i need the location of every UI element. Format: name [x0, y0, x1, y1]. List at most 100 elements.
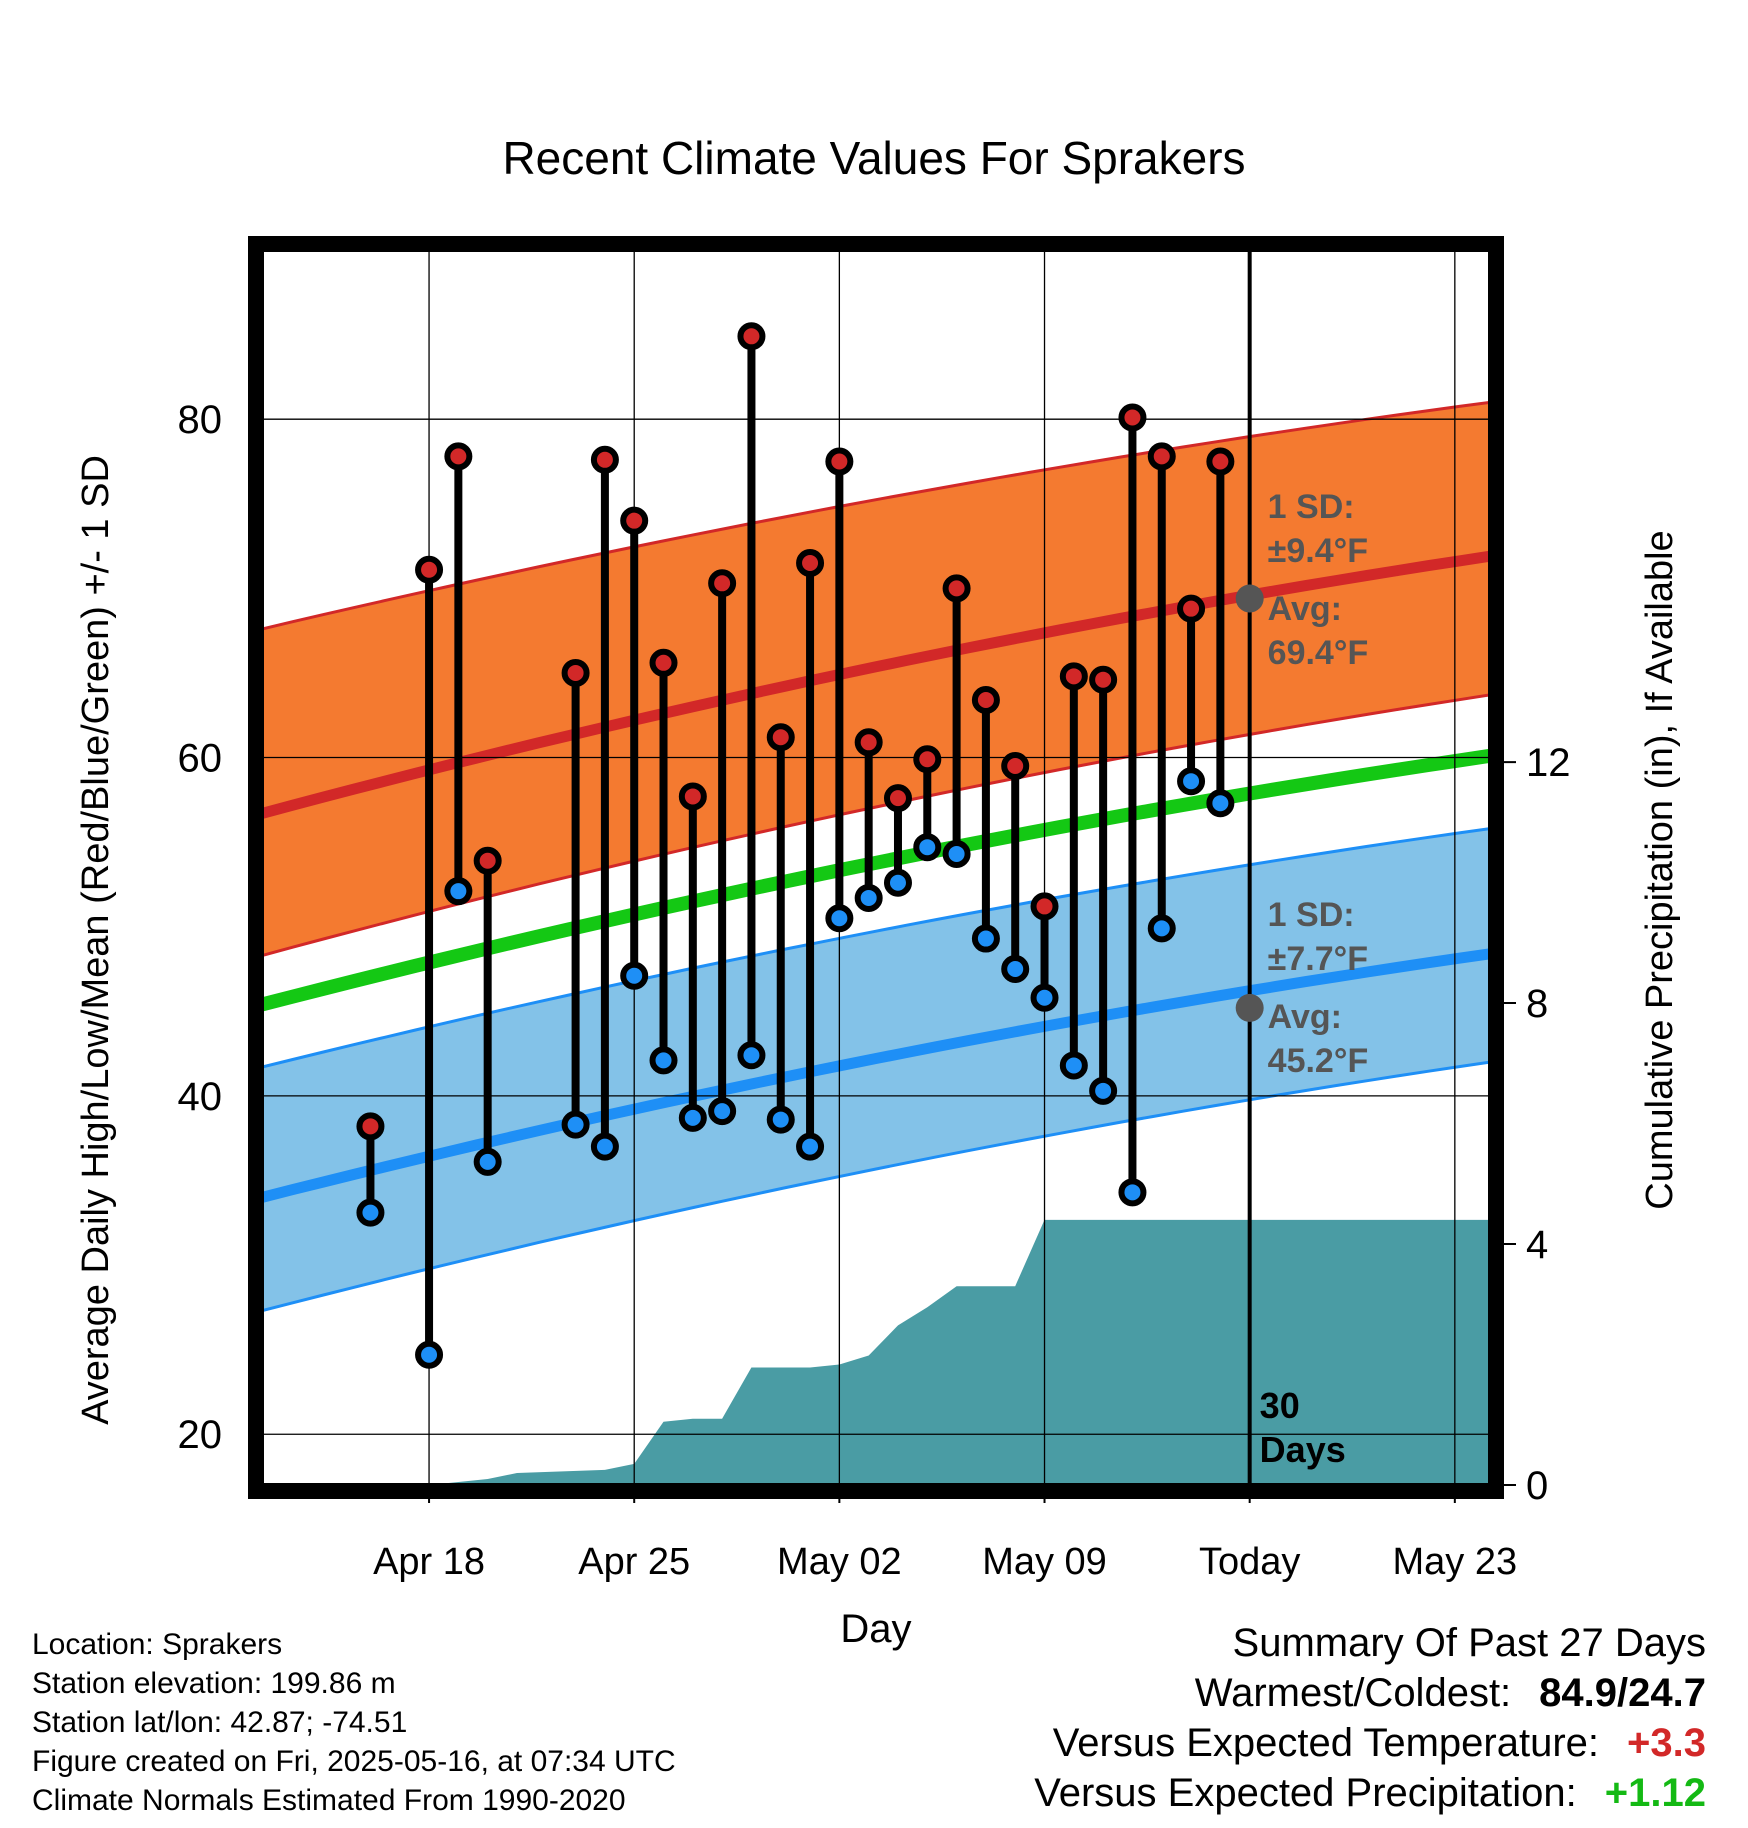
y2-tick-label: 8 — [1526, 982, 1548, 1026]
daily-high-point — [942, 574, 971, 603]
daily-high-point — [1089, 665, 1118, 694]
y-axis-label: Average Daily High/Low/Mean (Red/Blue/Gr… — [75, 455, 117, 1425]
low-sd-value: ±7.7°F — [1268, 940, 1368, 978]
daily-low-point — [356, 1198, 385, 1227]
daily-low-point — [825, 904, 854, 933]
plot-area — [262, 250, 1490, 1485]
chart-title: Recent Climate Values For Sprakers — [502, 132, 1245, 184]
window-days-number: 30 — [1260, 1385, 1300, 1426]
daily-high-point — [473, 846, 502, 875]
today-high-normal-marker — [1235, 584, 1264, 613]
daily-high-point — [678, 782, 707, 811]
daily-low-point — [590, 1132, 619, 1161]
temp-anomaly-label: Versus Expected Temperature: — [1052, 1721, 1600, 1765]
precip-anomaly-value: +1.12 — [1604, 1771, 1706, 1815]
daily-low-point — [796, 1132, 825, 1161]
window-days-unit: Days — [1260, 1429, 1346, 1470]
daily-low-point — [620, 961, 649, 990]
daily-high-point — [737, 322, 766, 351]
high-sd-label: 1 SD: — [1268, 488, 1355, 526]
low-avg-label: Avg: — [1268, 998, 1342, 1036]
daily-low-point — [883, 868, 912, 897]
plot-frame — [248, 236, 1504, 1499]
today-low-normal-marker — [1235, 993, 1264, 1022]
daily-low-point — [1206, 789, 1235, 818]
daily-high-point — [1030, 892, 1059, 921]
daily-high-point — [1147, 442, 1176, 471]
daily-high-point — [1177, 594, 1206, 623]
x-tick-label: Apr 18 — [373, 1541, 485, 1583]
daily-high-point — [883, 784, 912, 813]
daily-high-point — [825, 447, 854, 476]
low-upper-sd-line — [262, 827, 1490, 1069]
daily-low-point — [971, 924, 1000, 953]
high-sd-value: ±9.4°F — [1268, 532, 1368, 570]
daily-low-point — [1089, 1076, 1118, 1105]
y2-tick-label: 0 — [1526, 1464, 1548, 1508]
daily-high-point — [854, 728, 883, 757]
latlon-text: Station lat/lon: 42.87; -74.51 — [32, 1706, 408, 1739]
y2-tick-label: 4 — [1526, 1223, 1548, 1267]
daily-low-point — [444, 877, 473, 906]
high-sd-band — [262, 402, 1490, 956]
high-avg-label: Avg: — [1268, 590, 1342, 628]
x-tick-label: May 09 — [982, 1541, 1107, 1583]
daily-high-point — [444, 442, 473, 471]
daily-low-point — [1001, 955, 1030, 984]
low-lower-sd-line — [262, 1060, 1490, 1313]
elevation-text: Station elevation: 199.86 m — [32, 1667, 396, 1700]
y-tick-label: 60 — [178, 737, 223, 781]
daily-high-point — [796, 548, 825, 577]
y-tick-label: 80 — [178, 398, 223, 442]
low-avg-value: 45.2°F — [1268, 1042, 1369, 1080]
daily-high-point — [561, 658, 590, 687]
daily-low-point — [415, 1340, 444, 1369]
daily-high-point — [913, 745, 942, 774]
precip-anomaly-label: Versus Expected Precipitation: — [1034, 1771, 1577, 1815]
warmest-coldest-label: Warmest/Coldest: — [1194, 1671, 1512, 1715]
low-sd-band — [262, 828, 1490, 1311]
high-upper-sd-line — [262, 400, 1490, 631]
precipitation-area — [262, 1219, 1490, 1485]
x-tick-label: May 23 — [1393, 1541, 1518, 1583]
daily-low-point — [561, 1110, 590, 1139]
daily-high-point — [620, 506, 649, 535]
summary-warmest-coldest: Warmest/Coldest: 84.9/24.7 — [1195, 1671, 1706, 1716]
daily-low-point — [1030, 983, 1059, 1012]
warmest-coldest-value: 84.9/24.7 — [1539, 1671, 1706, 1715]
normal-high-line — [262, 550, 1490, 819]
y2-tick-label: 12 — [1526, 741, 1571, 785]
daily-high-point — [971, 686, 1000, 715]
daily-high-point — [1001, 751, 1030, 780]
daily-low-point — [854, 883, 883, 912]
daily-low-point — [1177, 767, 1206, 796]
daily-high-point — [1059, 662, 1088, 691]
high-avg-value: 69.4°F — [1268, 634, 1369, 672]
x-tick-label: May 02 — [777, 1541, 902, 1583]
normal-low-line — [262, 948, 1490, 1203]
daily-high-point — [1118, 403, 1147, 432]
daily-high-point — [1206, 447, 1235, 476]
daily-low-point — [473, 1147, 502, 1176]
low-sd-label: 1 SD: — [1268, 896, 1355, 934]
y-tick-label: 40 — [178, 1075, 223, 1119]
daily-low-point — [766, 1105, 795, 1134]
daily-low-point — [1118, 1178, 1147, 1207]
x-tick-label: Apr 25 — [578, 1541, 690, 1583]
daily-low-point — [649, 1046, 678, 1075]
daily-low-point — [1059, 1051, 1088, 1080]
daily-low-point — [737, 1041, 766, 1070]
daily-high-point — [590, 445, 619, 474]
summary-title: Summary Of Past 27 Days — [1232, 1621, 1706, 1665]
y2-axis-label: Cumulative Precipitation (in), If Availa… — [1639, 530, 1681, 1209]
normals-text: Climate Normals Estimated From 1990-2020 — [32, 1784, 626, 1817]
daily-high-point — [356, 1112, 385, 1141]
location-text: Location: Sprakers — [32, 1628, 283, 1661]
daily-low-point — [678, 1103, 707, 1132]
temp-anomaly-value: +3.3 — [1627, 1721, 1706, 1765]
daily-high-point — [649, 648, 678, 677]
x-axis-label: Day — [840, 1607, 911, 1651]
x-tick-label: Today — [1199, 1541, 1300, 1583]
daily-low-point — [708, 1097, 737, 1126]
normal-mean-line — [262, 748, 1490, 1012]
